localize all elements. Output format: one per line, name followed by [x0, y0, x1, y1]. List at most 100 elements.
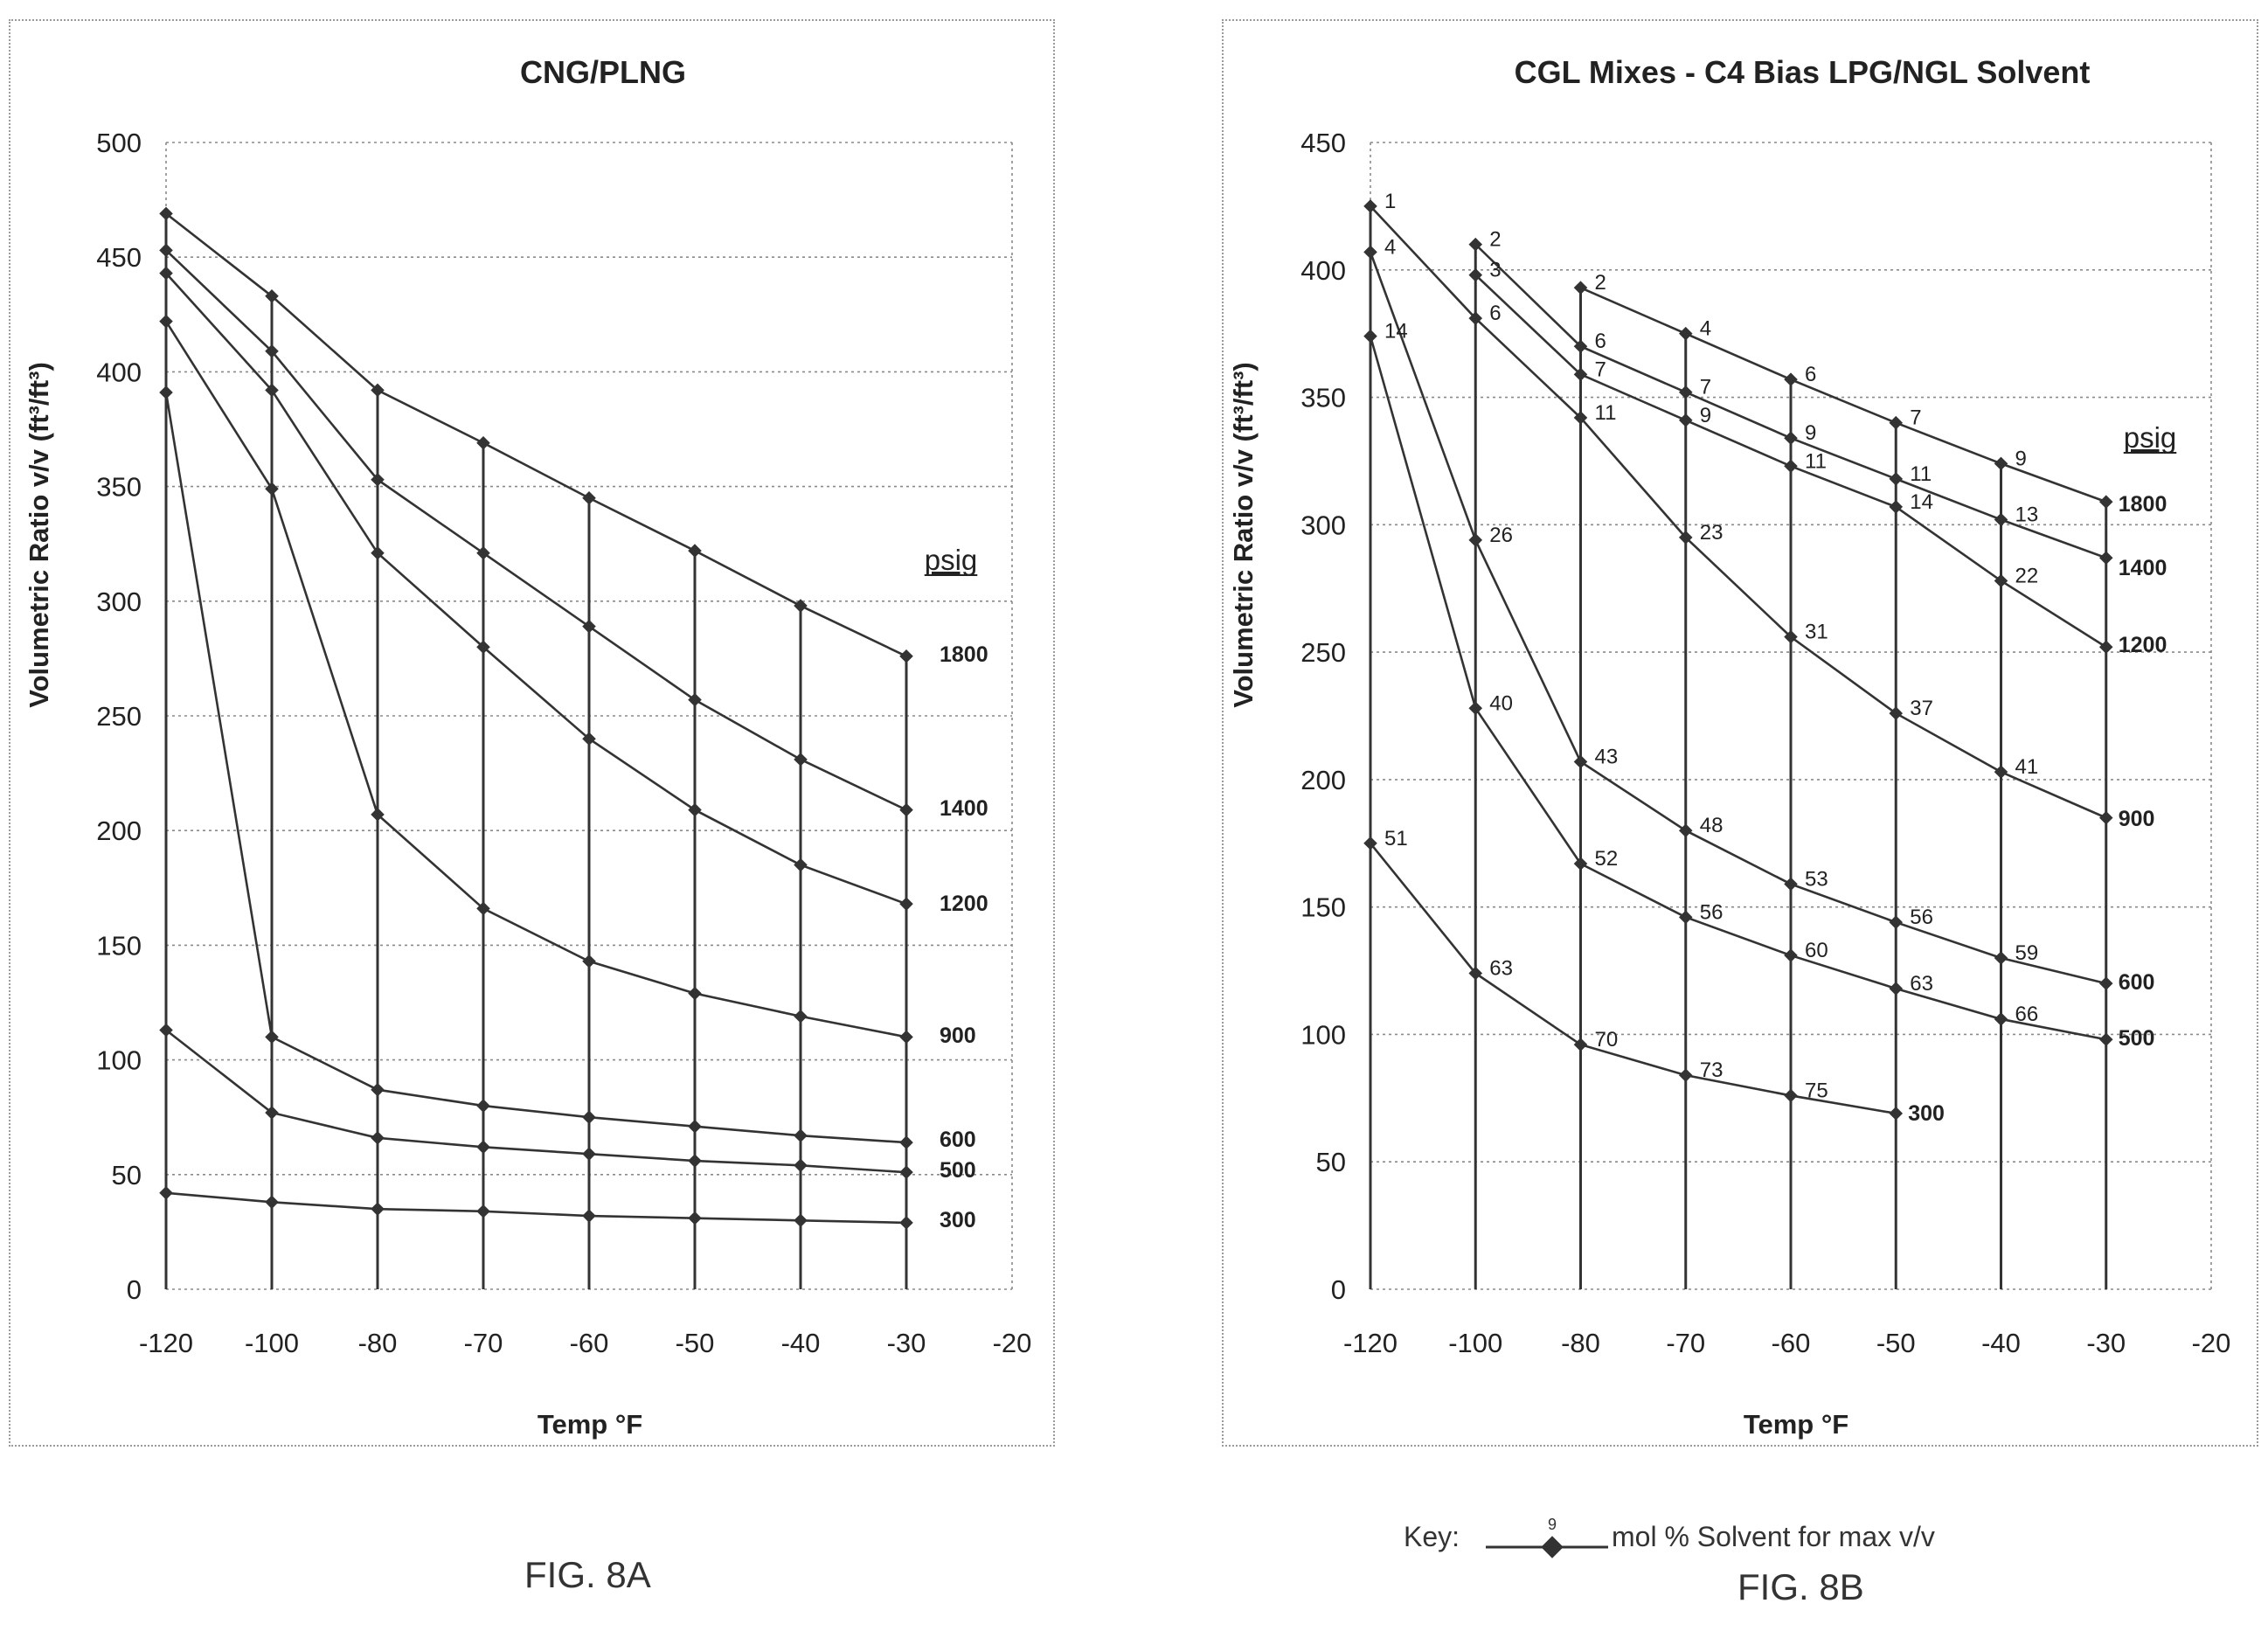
series-line-900	[1370, 205, 2107, 819]
data-label: 43	[1595, 745, 1619, 768]
y-tick-label: 50	[112, 1160, 142, 1190]
data-point	[1678, 326, 1693, 341]
y-tick-label: 400	[1300, 255, 1346, 286]
data-point	[794, 857, 808, 872]
data-point	[899, 1216, 913, 1230]
data-label: 60	[1805, 939, 1828, 962]
data-point	[1468, 237, 1483, 252]
data-point	[1573, 281, 1588, 295]
chart-title: CGL Mixes - C4 Bias LPG/NGL Solvent	[1515, 54, 2091, 90]
data-point	[476, 1140, 490, 1155]
data-point	[899, 1030, 913, 1045]
series-label-600: 600	[940, 1128, 976, 1152]
data-point	[371, 1082, 385, 1097]
data-point	[794, 599, 808, 613]
series-line-500	[165, 1029, 907, 1174]
data-point	[899, 897, 913, 911]
data-label: 6	[1595, 330, 1606, 353]
data-point	[159, 314, 173, 329]
data-label: 51	[1384, 827, 1408, 850]
data-point	[582, 954, 596, 968]
y-tick-label: 500	[96, 128, 142, 158]
data-point	[159, 1023, 173, 1038]
data-point	[794, 1009, 808, 1024]
data-label: 4	[1384, 235, 1396, 259]
data-point	[1573, 367, 1588, 382]
data-label: 9	[2015, 447, 2027, 470]
series-line-1200	[165, 272, 907, 906]
data-label: 56	[1910, 906, 1933, 929]
key-marker-number: 9	[1548, 1516, 1557, 1533]
series-line-1800	[1579, 286, 2107, 503]
y-tick-label: 250	[1300, 637, 1346, 668]
x-tick-label: -120	[1343, 1328, 1398, 1358]
data-label: 63	[1910, 972, 1933, 996]
data-point	[1784, 459, 1798, 474]
chart-title: CNG/PLNG	[520, 54, 686, 90]
figure-label-b: FIG. 8B	[1737, 1566, 1864, 1607]
y-tick-label: 150	[1300, 892, 1346, 923]
x-tick-label: -70	[464, 1328, 503, 1358]
data-point	[794, 1158, 808, 1173]
x-tick-label: -80	[1561, 1328, 1600, 1358]
figure-label-a: FIG. 8A	[524, 1554, 651, 1595]
x-tick-label: -70	[1666, 1328, 1705, 1358]
data-point	[1784, 372, 1798, 386]
key-legend: Key: 9 mol % Solvent for max v/v	[1404, 1510, 2085, 1572]
data-point	[476, 1204, 490, 1218]
x-tick-label: -60	[570, 1328, 609, 1358]
data-point	[476, 640, 490, 655]
data-point	[371, 1202, 385, 1216]
data-point	[1784, 948, 1798, 962]
y-tick-label: 450	[96, 242, 142, 273]
data-label: 14	[1910, 490, 1933, 514]
chart-a: 0 50 100 150 200 250 300 350 400 450 500 -120 -100 -8…	[24, 54, 1032, 1440]
legend-title: psig	[925, 544, 978, 576]
x-tick-label: -50	[676, 1328, 715, 1358]
data-point	[688, 1119, 702, 1134]
data-point	[1468, 701, 1483, 716]
data-point	[2098, 495, 2113, 509]
data-label: 41	[2015, 755, 2039, 779]
data-point	[794, 1213, 808, 1228]
y-tick-label: 350	[1300, 383, 1346, 413]
data-label: 7	[1595, 357, 1606, 381]
data-point	[1994, 573, 2008, 588]
data-point	[265, 1030, 279, 1045]
data-point	[1363, 245, 1377, 260]
data-label: 2	[1489, 228, 1501, 252]
series-line-600	[1369, 251, 2107, 985]
data-point	[899, 802, 913, 817]
series-line-1800	[165, 212, 907, 657]
x-tick-label: -40	[1981, 1328, 2021, 1358]
key-marker-icon: 9	[1486, 1516, 1608, 1558]
data-point	[159, 206, 173, 221]
data-point	[794, 1128, 808, 1142]
data-point	[1889, 472, 1904, 486]
x-tick-label: -30	[2086, 1328, 2126, 1358]
x-tick-label: -20	[993, 1328, 1032, 1358]
data-point	[1994, 456, 2008, 471]
data-point	[1994, 1012, 2008, 1026]
data-point	[159, 385, 173, 399]
data-point	[582, 732, 596, 746]
series-label-900: 900	[2119, 807, 2155, 831]
y-tick-label: 200	[1300, 765, 1346, 795]
key-text: mol % Solvent for max v/v	[1612, 1521, 1935, 1552]
y-tick-label: 0	[1331, 1274, 1346, 1305]
series-label-500: 500	[2119, 1026, 2155, 1051]
chart-a-frame	[9, 19, 1055, 1447]
data-label: 1	[1384, 190, 1396, 213]
x-axis-label: Temp °F	[1744, 1409, 1848, 1440]
series-label-300: 300	[940, 1208, 976, 1232]
data-point	[159, 1186, 173, 1200]
chart-b: 0 50 100 150 200 250 300 350 400 450 -120 -100 -80 -7…	[1228, 54, 2230, 1440]
data-label: 11	[1595, 401, 1617, 425]
series-label-500: 500	[940, 1158, 976, 1183]
x-tick-label: -30	[887, 1328, 926, 1358]
x-tick-label: -120	[139, 1328, 193, 1358]
series-label-600: 600	[2119, 970, 2155, 995]
data-point	[688, 986, 702, 1001]
y-axis-label: Volumetric Ratio v/v (ft³/ft³)	[24, 362, 54, 708]
data-point	[794, 753, 808, 767]
